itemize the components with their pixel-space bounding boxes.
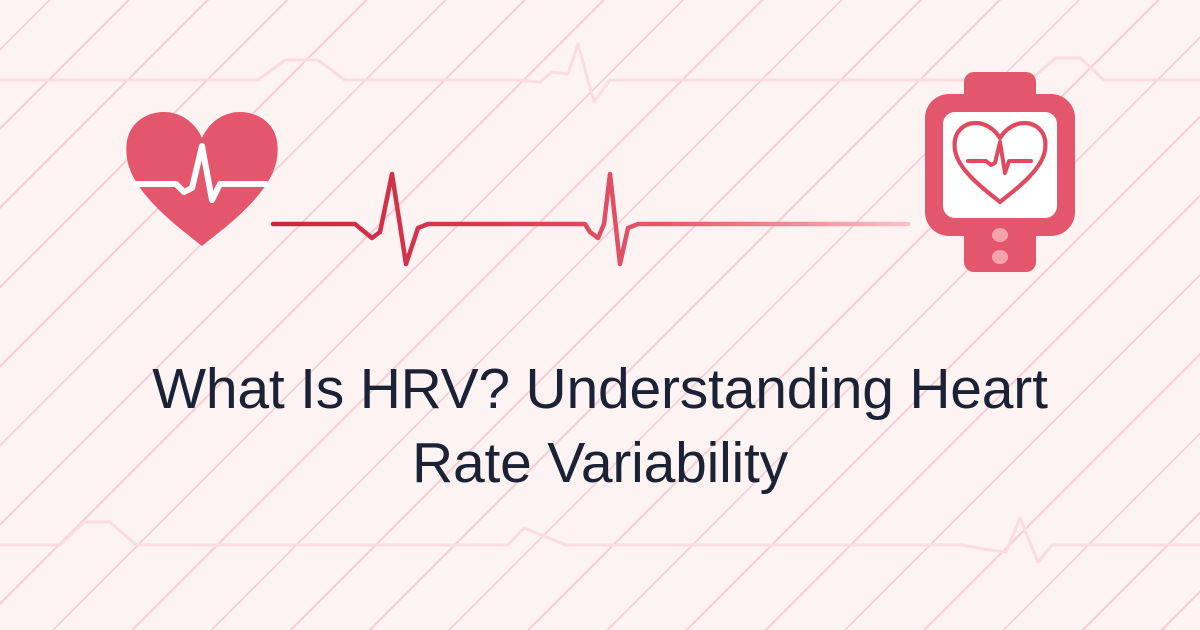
heartbeat-heart-icon <box>126 112 278 246</box>
watch-strap-dot-lower <box>992 250 1008 264</box>
watch-screen-heart-icon <box>952 120 1048 205</box>
smartwatch-heart-rate-icon <box>925 72 1075 272</box>
ecg-connector-line <box>270 171 911 267</box>
background-ecg-waveform-bottom <box>0 516 1200 564</box>
watch-screen-pulse-line <box>966 140 1033 175</box>
heart-pulse-line <box>133 143 269 203</box>
watch-screen <box>943 112 1057 218</box>
page-title: What Is HRV? Understanding Heart Rate Va… <box>152 357 1048 495</box>
watch-strap-dot-upper <box>992 228 1008 242</box>
